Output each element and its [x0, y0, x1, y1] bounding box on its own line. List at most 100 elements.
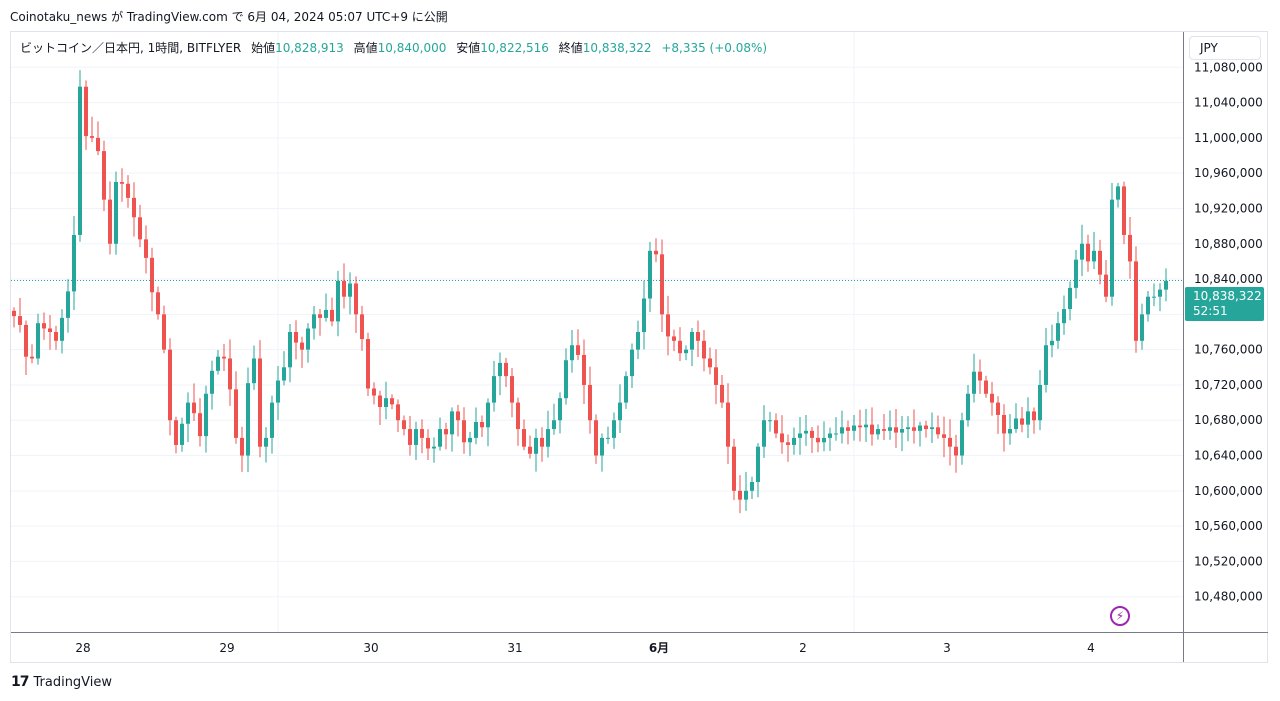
candle-body — [978, 371, 982, 381]
candle-body — [498, 362, 502, 377]
candle-body — [630, 349, 634, 377]
candle-body — [930, 427, 934, 430]
y-tick-label: 10,880,000 — [1194, 237, 1263, 251]
candle-body — [678, 340, 682, 354]
x-tick-label: 29 — [219, 641, 234, 655]
lightning-icon[interactable]: ⚡ — [1110, 606, 1130, 626]
candle-body — [108, 199, 112, 244]
candle-body — [612, 420, 616, 438]
high-label: 高値 — [353, 41, 378, 55]
candle-body — [12, 310, 16, 317]
tradingview-logo[interactable]: 17 TradingView — [11, 674, 112, 690]
candle-body — [36, 323, 40, 359]
candle-body — [222, 356, 226, 359]
candle-body — [1002, 414, 1006, 434]
candle-body — [726, 402, 730, 447]
candle-body — [402, 420, 406, 430]
candle-body — [918, 425, 922, 431]
candle-body — [156, 292, 160, 315]
x-tick-label: 28 — [75, 641, 90, 655]
candle-body — [804, 430, 808, 434]
candle-body — [30, 356, 34, 359]
y-tick-label: 10,560,000 — [1194, 519, 1263, 533]
y-tick-label: 10,640,000 — [1194, 449, 1263, 463]
y-tick-label: 11,080,000 — [1194, 60, 1263, 74]
candle-body — [420, 429, 424, 438]
candle-body — [894, 427, 898, 433]
candle-body — [252, 358, 256, 384]
candle-body — [1122, 186, 1126, 235]
candle-body — [798, 433, 802, 438]
candle-body — [462, 420, 466, 443]
candle-body — [786, 442, 790, 445]
candle-body — [1134, 261, 1138, 341]
candle-body — [942, 434, 946, 438]
candle-body — [120, 182, 124, 184]
candle-body — [660, 254, 664, 315]
open-label: 始値 — [251, 41, 276, 55]
y-tick-label: 11,000,000 — [1194, 131, 1263, 145]
candle-body — [912, 427, 916, 431]
y-tick-label: 10,520,000 — [1194, 554, 1263, 568]
candle-body — [390, 398, 394, 405]
candle-body — [696, 332, 700, 341]
candle-body — [480, 422, 484, 428]
candle-body — [336, 280, 340, 322]
open-value: 10,828,913 — [275, 41, 344, 55]
candle-body — [882, 429, 886, 431]
candle-body — [66, 291, 70, 318]
candle-body — [90, 136, 94, 138]
candle-body — [954, 446, 958, 456]
candle-body — [654, 250, 658, 255]
candle-body — [228, 358, 232, 390]
candle-body — [708, 358, 712, 368]
candle-body — [168, 349, 172, 421]
candle-body — [150, 257, 154, 293]
candle-body — [1014, 418, 1018, 430]
candle-body — [438, 429, 442, 447]
candle-body — [174, 420, 178, 445]
candle-body — [522, 429, 526, 447]
x-tick-label: 30 — [363, 641, 378, 655]
candle-body — [1086, 243, 1090, 262]
candle-body — [342, 280, 346, 297]
candle-body — [96, 137, 100, 152]
y-tick-label: 10,680,000 — [1194, 413, 1263, 427]
candle-body — [24, 324, 28, 357]
candle-body — [1080, 243, 1084, 260]
candle-body — [960, 420, 964, 456]
candle-body — [810, 430, 814, 438]
candle-body — [54, 332, 58, 341]
currency-button[interactable]: JPY — [1189, 36, 1261, 60]
candle-body — [564, 360, 568, 399]
candle-body — [762, 420, 766, 447]
symbol-legend: ビットコイン／日本円, 1時間, BITFLYER 始値10,828,913 高… — [20, 39, 767, 56]
candle-body — [180, 423, 184, 445]
candle-body — [432, 446, 436, 449]
candle-body — [720, 384, 724, 403]
candle-body — [360, 314, 364, 340]
candle-body — [1152, 296, 1156, 298]
candle-body — [192, 402, 196, 414]
y-tick-label: 11,040,000 — [1194, 96, 1263, 110]
candle-body — [750, 482, 754, 491]
candle-body — [126, 183, 130, 198]
candle-body — [876, 429, 880, 435]
last-price-tag: 10,838,322 52:51 — [1185, 287, 1264, 321]
candle-body — [558, 398, 562, 421]
low-value: 10,822,516 — [480, 41, 549, 55]
candle-body — [114, 182, 118, 244]
candle-body — [318, 314, 322, 318]
chart-frame — [10, 31, 1268, 663]
candle-body — [582, 354, 586, 385]
candle-body — [264, 437, 268, 447]
candle-body — [822, 437, 826, 443]
candle-body — [1104, 274, 1108, 297]
candle-body — [372, 388, 376, 396]
candle-body — [1074, 259, 1078, 288]
candle-body — [144, 239, 148, 258]
candle-body — [768, 420, 772, 422]
candle-body — [990, 393, 994, 403]
candle-body — [606, 437, 610, 439]
